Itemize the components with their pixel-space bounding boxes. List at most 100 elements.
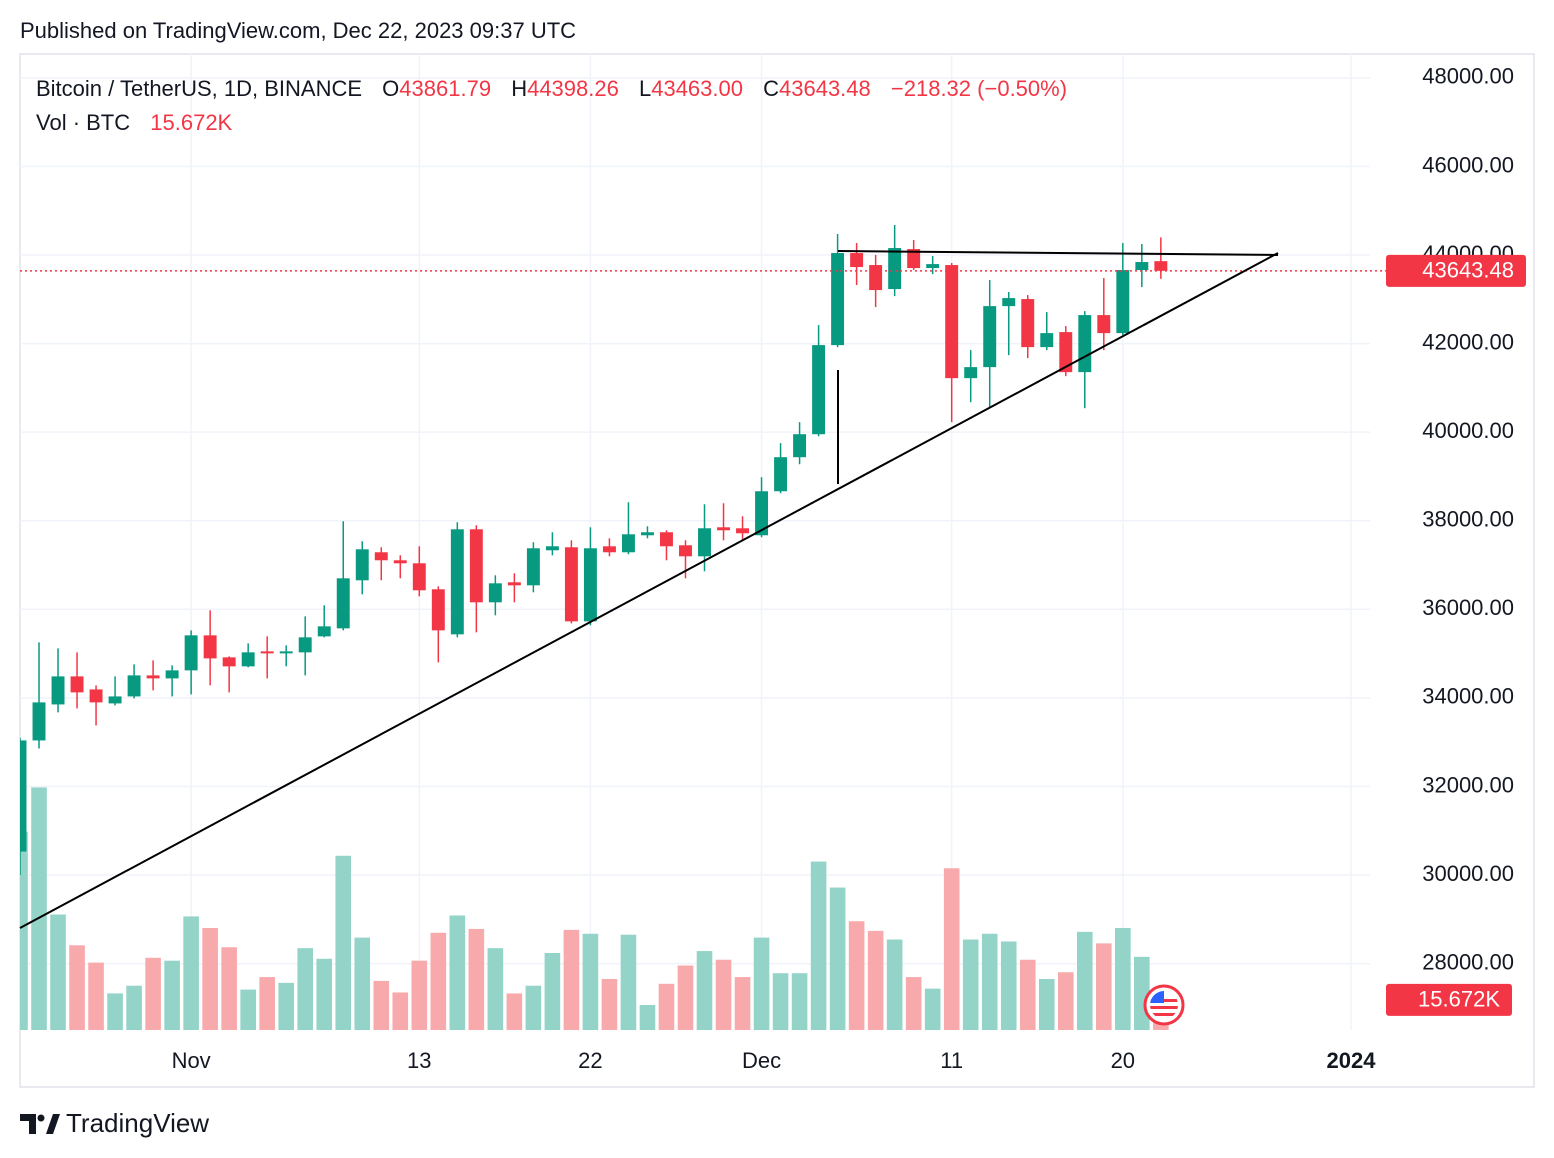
volume-bar	[582, 933, 599, 1030]
candle-body	[1135, 262, 1149, 271]
volume-bar	[1038, 978, 1055, 1030]
y-tick-label: 40000.00	[1422, 418, 1514, 443]
volume-bar	[1076, 931, 1093, 1030]
y-tick-label: 38000.00	[1422, 507, 1514, 532]
volume-title: Vol · BTC	[36, 110, 131, 135]
candle-body	[241, 652, 255, 667]
volume-bar	[164, 960, 180, 1030]
candle-body	[545, 546, 559, 551]
candle-body	[469, 529, 483, 603]
candle-body	[831, 253, 845, 346]
candle-body	[298, 637, 312, 653]
trend-line	[837, 250, 1279, 256]
candle-body	[583, 548, 597, 622]
volume-bar	[69, 945, 85, 1030]
volume-bar	[772, 973, 789, 1030]
volume-bar	[905, 977, 922, 1030]
candle-body	[774, 457, 788, 492]
volume-value: 15.672K	[150, 110, 233, 135]
candle-body	[869, 265, 883, 291]
volume-bar	[791, 973, 808, 1030]
volume-bar	[20, 831, 28, 1030]
candle-body	[812, 345, 826, 435]
volume-bar	[753, 937, 770, 1030]
volume-bar	[259, 977, 275, 1030]
volume-bar	[31, 787, 47, 1030]
candle-body	[336, 578, 350, 629]
volume-bar	[126, 985, 142, 1030]
volume-bar	[506, 993, 523, 1030]
candle-body	[374, 552, 388, 561]
y-tick-label: 36000.00	[1422, 595, 1514, 620]
last-volume-box	[1386, 983, 1512, 1016]
volume-bar	[1000, 941, 1017, 1030]
candle-body	[1040, 333, 1054, 348]
volume-bar	[867, 930, 884, 1030]
candle-body	[1059, 332, 1073, 373]
volume-bar	[316, 958, 333, 1030]
legend: Bitcoin / TetherUS, 1D, BINANCE O43861.7…	[36, 72, 1067, 140]
y-tick-label: 32000.00	[1422, 772, 1514, 797]
volume-bar	[544, 953, 561, 1030]
y-tick-label: 30000.00	[1422, 861, 1514, 886]
volume-bar	[1096, 943, 1112, 1030]
legend-value: 43643.48	[779, 76, 871, 101]
trend-line	[19, 252, 1279, 929]
candle-body	[355, 549, 369, 581]
volume-bar	[525, 985, 542, 1030]
drawings: TradingView	[19, 250, 1279, 1138]
legend-row: Vol · BTC 15.672K	[36, 106, 1067, 140]
volume-bar	[449, 915, 466, 1030]
legend-key: L	[638, 76, 652, 101]
candle-body	[1154, 261, 1168, 271]
candle-body	[1078, 315, 1092, 373]
candle-body	[203, 635, 217, 659]
candle-body	[450, 529, 464, 635]
volume-bar	[145, 957, 161, 1030]
volume-bar	[601, 978, 618, 1030]
x-tick-label: Nov	[172, 1048, 211, 1073]
volume-bar	[50, 914, 66, 1030]
candle-body	[945, 265, 959, 379]
symbol-title: Bitcoin / TetherUS, 1D, BINANCE	[36, 76, 363, 101]
legend-row: Bitcoin / TetherUS, 1D, BINANCE O43861.7…	[36, 72, 1067, 106]
candle-body	[431, 589, 445, 631]
y-tick-label: 28000.00	[1422, 949, 1514, 974]
published-note: Published on TradingView.com, Dec 22, 20…	[20, 18, 576, 43]
y-tick-label: 42000.00	[1422, 329, 1514, 354]
volume-bar	[620, 934, 637, 1030]
last-volume-label: 15.672K	[1418, 987, 1500, 1012]
legend-change: −218.32	[890, 76, 972, 101]
x-tick-label: 2024	[1327, 1048, 1377, 1073]
x-tick-label: Dec	[742, 1048, 781, 1073]
candle-body	[698, 528, 711, 557]
candle-body	[1097, 315, 1111, 334]
volume-bar	[943, 868, 960, 1030]
candle-body	[393, 560, 407, 564]
volume-bar	[658, 983, 675, 1030]
y-tick-label: 46000.00	[1422, 152, 1514, 177]
candle-body	[222, 657, 236, 667]
volume-bar	[240, 989, 256, 1030]
candle-body	[983, 306, 997, 368]
x-tick-label: 22	[578, 1048, 602, 1073]
volume-bar	[411, 960, 428, 1030]
volume-bar	[962, 939, 979, 1030]
volume-bar	[829, 887, 846, 1030]
candle-body	[641, 532, 654, 536]
candle-body	[793, 434, 807, 458]
volume-bar	[981, 933, 998, 1030]
volume-bar	[886, 939, 903, 1030]
volume-bar	[221, 947, 237, 1030]
brand-name: TradingView	[66, 1108, 209, 1138]
candle-body	[1021, 299, 1035, 348]
volume-bar	[88, 962, 104, 1030]
volume-bar	[468, 928, 485, 1030]
volume-bar	[392, 992, 409, 1030]
volume-bar	[1019, 959, 1036, 1030]
last-price-box	[1386, 254, 1526, 287]
legend-key: O	[382, 76, 400, 101]
volume-bar	[297, 948, 314, 1030]
